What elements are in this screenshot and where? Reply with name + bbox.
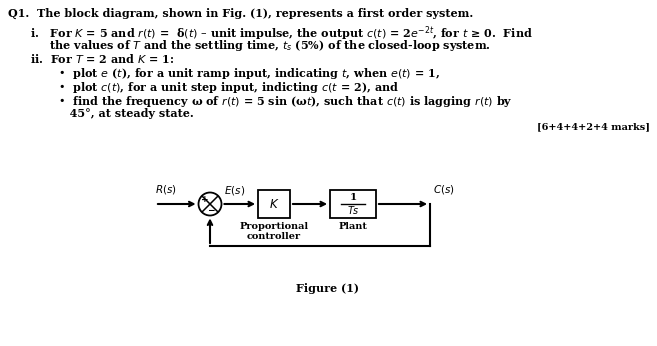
Text: •  plot $e$ ($t$), for a unit ramp input, indicating $t$, when $e(t)$ = 1,: • plot $e$ ($t$), for a unit ramp input,… [58, 66, 440, 81]
Text: •  find the frequency ω of $r(t)$ = 5 sin (ω$t$), such that $c(t)$ is lagging $r: • find the frequency ω of $r(t)$ = 5 sin… [58, 94, 512, 109]
Text: the values of $T$ and the settling time, $t_s$ (5%) of the closed-loop system.: the values of $T$ and the settling time,… [30, 38, 491, 53]
Text: 1: 1 [350, 193, 357, 202]
Text: $E(s)$: $E(s)$ [225, 184, 246, 197]
Text: $K$: $K$ [269, 198, 279, 210]
Text: •  plot $c(t)$, for a unit step input, indicting $c(t$ = 2), and: • plot $c(t)$, for a unit step input, in… [58, 80, 399, 95]
Text: Q1.  The block diagram, shown in Fig. (1), represents a first order system.: Q1. The block diagram, shown in Fig. (1)… [8, 8, 473, 19]
Text: Proportional: Proportional [239, 222, 309, 231]
Text: controller: controller [247, 232, 301, 241]
Text: −: − [208, 206, 215, 215]
Text: Plant: Plant [338, 222, 367, 231]
Text: $R(s)$: $R(s)$ [155, 183, 177, 196]
FancyBboxPatch shape [258, 190, 290, 218]
Text: $Ts$: $Ts$ [347, 204, 359, 216]
Text: $C(s)$: $C(s)$ [433, 183, 455, 196]
Text: 45°, at steady state.: 45°, at steady state. [58, 108, 194, 119]
Text: [6+4+4+2+4 marks]: [6+4+4+2+4 marks] [537, 122, 650, 131]
Text: +: + [201, 195, 209, 204]
Text: ii.  For $T$ = 2 and $K$ = 1:: ii. For $T$ = 2 and $K$ = 1: [30, 52, 175, 65]
FancyBboxPatch shape [330, 190, 376, 218]
Text: Figure (1): Figure (1) [296, 283, 359, 294]
Text: i.   For $K$ = 5 and $r(t)$ =  δ$(t)$ – unit impulse, the output $c(t)$ = 2$e^{-: i. For $K$ = 5 and $r(t)$ = δ$(t)$ – uni… [30, 24, 533, 43]
